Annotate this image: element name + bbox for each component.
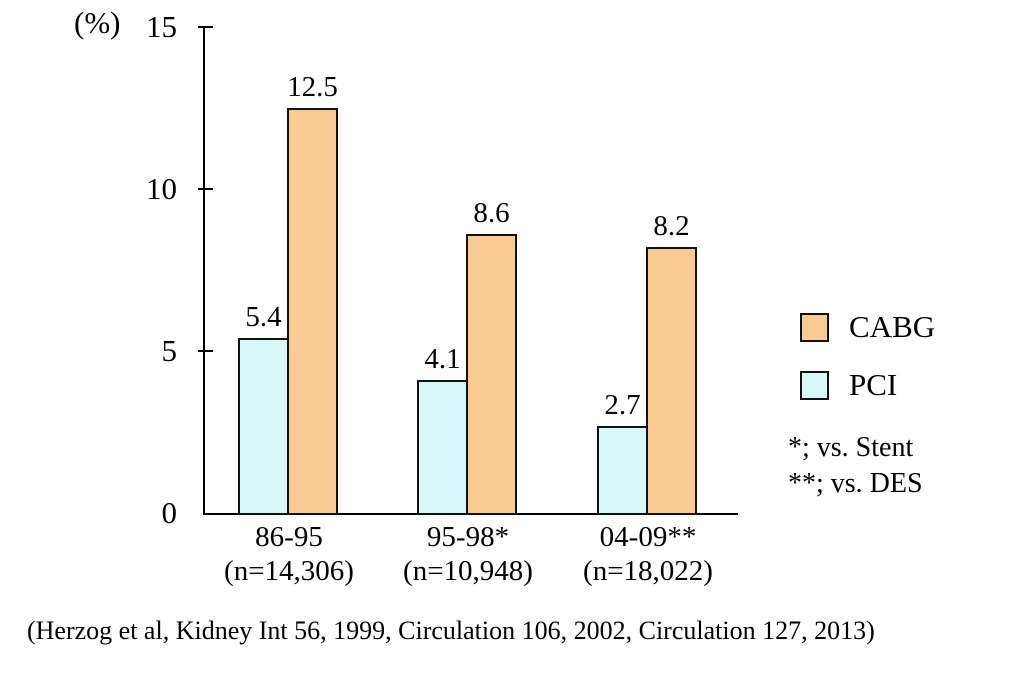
y-tick-label: 10 — [146, 171, 177, 206]
plot-area: 12.5 5.4 86-95 (n=14,306) 8.6 4.1 95-98* (n=10,… — [203, 27, 738, 587]
pci-swatch — [800, 370, 829, 400]
bar-value-label: 8.6 — [473, 197, 510, 230]
legend-label-cabg: CABG — [849, 309, 936, 344]
legend-item-pci: PCI — [800, 368, 935, 402]
cabg-swatch — [800, 312, 829, 342]
y-tick-label: 0 — [161, 495, 178, 530]
x-category-n-label: (n=18,022) — [583, 555, 713, 587]
bar-pci-95-98 — [417, 380, 468, 515]
x-category-label: 95-98* — [426, 521, 510, 553]
footnote-stent: *; vs. Stent — [788, 432, 914, 463]
y-tick-label: 5 — [161, 333, 178, 368]
footnote-des: **; vs. DES — [788, 468, 923, 499]
legend-item-cabg: CABG — [800, 310, 935, 344]
y-axis-unit-label: (%) — [74, 5, 121, 40]
y-axis-line — [203, 27, 205, 515]
bar-cabg-04-09 — [646, 247, 697, 515]
legend: CABG PCI — [800, 310, 935, 402]
bar-value-label: 12.5 — [287, 71, 338, 103]
bar-cabg-95-98 — [466, 234, 517, 515]
bar-value-label: 2.7 — [604, 388, 641, 421]
x-category-label: 04-09** — [599, 521, 697, 553]
citation: (Herzog et al, Kidney Int 56, 1999, Circ… — [27, 616, 875, 645]
x-category-label: 86-95 — [255, 521, 323, 553]
bar-pci-86-95 — [238, 338, 289, 515]
x-category-n-label: (n=10,948) — [403, 555, 533, 587]
bar-value-label: 4.1 — [424, 343, 461, 376]
bar-cabg-86-95 — [287, 108, 338, 515]
y-tick-label: 15 — [146, 9, 177, 44]
footnotes: *; vs. Stent **; vs. DES — [788, 430, 923, 502]
bar-value-label: 5.4 — [245, 301, 282, 334]
bar-pci-04-09 — [597, 425, 648, 515]
x-category-n-label: (n=14,306) — [224, 555, 354, 587]
bar-value-label: 8.2 — [653, 210, 690, 243]
legend-label-pci: PCI — [849, 367, 898, 402]
